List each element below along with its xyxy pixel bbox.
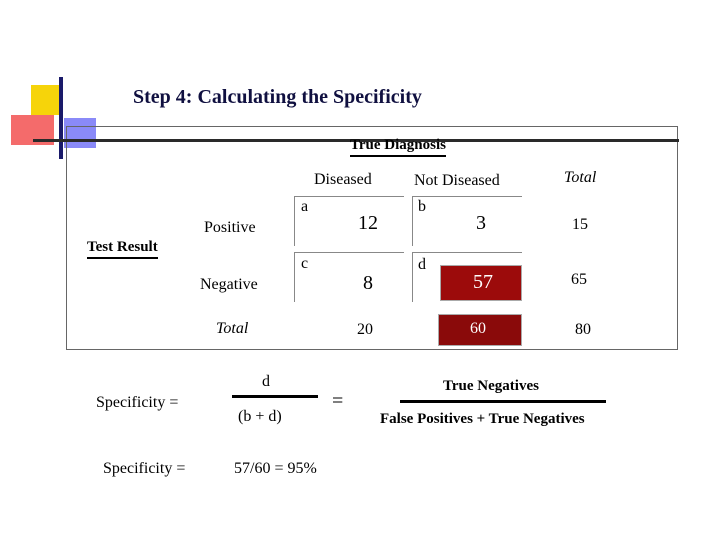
cell-b-value: 3 (476, 212, 486, 234)
cell-d-label: d (418, 256, 426, 273)
not-diseased-header: Not Diseased (414, 172, 500, 189)
total-column-header: Total (564, 169, 597, 186)
positive-total-value: 15 (572, 216, 588, 233)
cell-a-label: a (301, 198, 309, 215)
word-fraction-line (400, 400, 606, 403)
cell-c-label: c (301, 255, 309, 272)
true-negatives-numerator: True Negatives (443, 378, 539, 394)
cell-d (412, 252, 522, 302)
cell-c-value: 8 (363, 272, 373, 294)
diseased-header: Diseased (314, 171, 372, 188)
not-diseased-total-highlight (438, 314, 522, 346)
specificity-formula-label: Specificity = (96, 394, 179, 411)
slide-title: Step 4: Calculating the Specificity (133, 86, 422, 108)
cell-b-label: b (418, 198, 426, 215)
specificity-result-label: Specificity = (103, 460, 186, 477)
word-denominator: False Positives + True Negatives (380, 411, 585, 427)
decor-vertical-line (59, 77, 63, 159)
negative-row-label: Negative (200, 276, 258, 293)
cell-d-value: 57 (473, 271, 493, 293)
specificity-result-value: 57/60 = 95% (234, 460, 317, 477)
grand-total-value: 80 (575, 321, 591, 338)
decor-yellow-square (31, 85, 61, 115)
decor-blue-square (64, 118, 96, 148)
positive-row-label: Positive (204, 219, 256, 236)
cell-a-value: 12 (358, 212, 378, 234)
total-row-label: Total (216, 320, 249, 337)
table-frame (66, 126, 678, 350)
formula-fraction-line (232, 395, 318, 398)
true-diagnosis-header: True Diagnosis (350, 137, 446, 157)
formula-numerator: d (262, 373, 270, 390)
decor-horizontal-line (33, 139, 679, 142)
diseased-total-value: 20 (357, 321, 373, 338)
test-result-label: Test Result (87, 239, 158, 259)
cell-b (412, 196, 522, 246)
cell-d-highlight (440, 265, 522, 301)
not-diseased-total-value: 60 (470, 320, 486, 337)
formula-denominator: (b + d) (238, 408, 282, 425)
cell-a (294, 196, 404, 246)
formula-equals: = (332, 390, 344, 412)
negative-total-value: 65 (571, 271, 587, 288)
cell-c (294, 252, 404, 302)
